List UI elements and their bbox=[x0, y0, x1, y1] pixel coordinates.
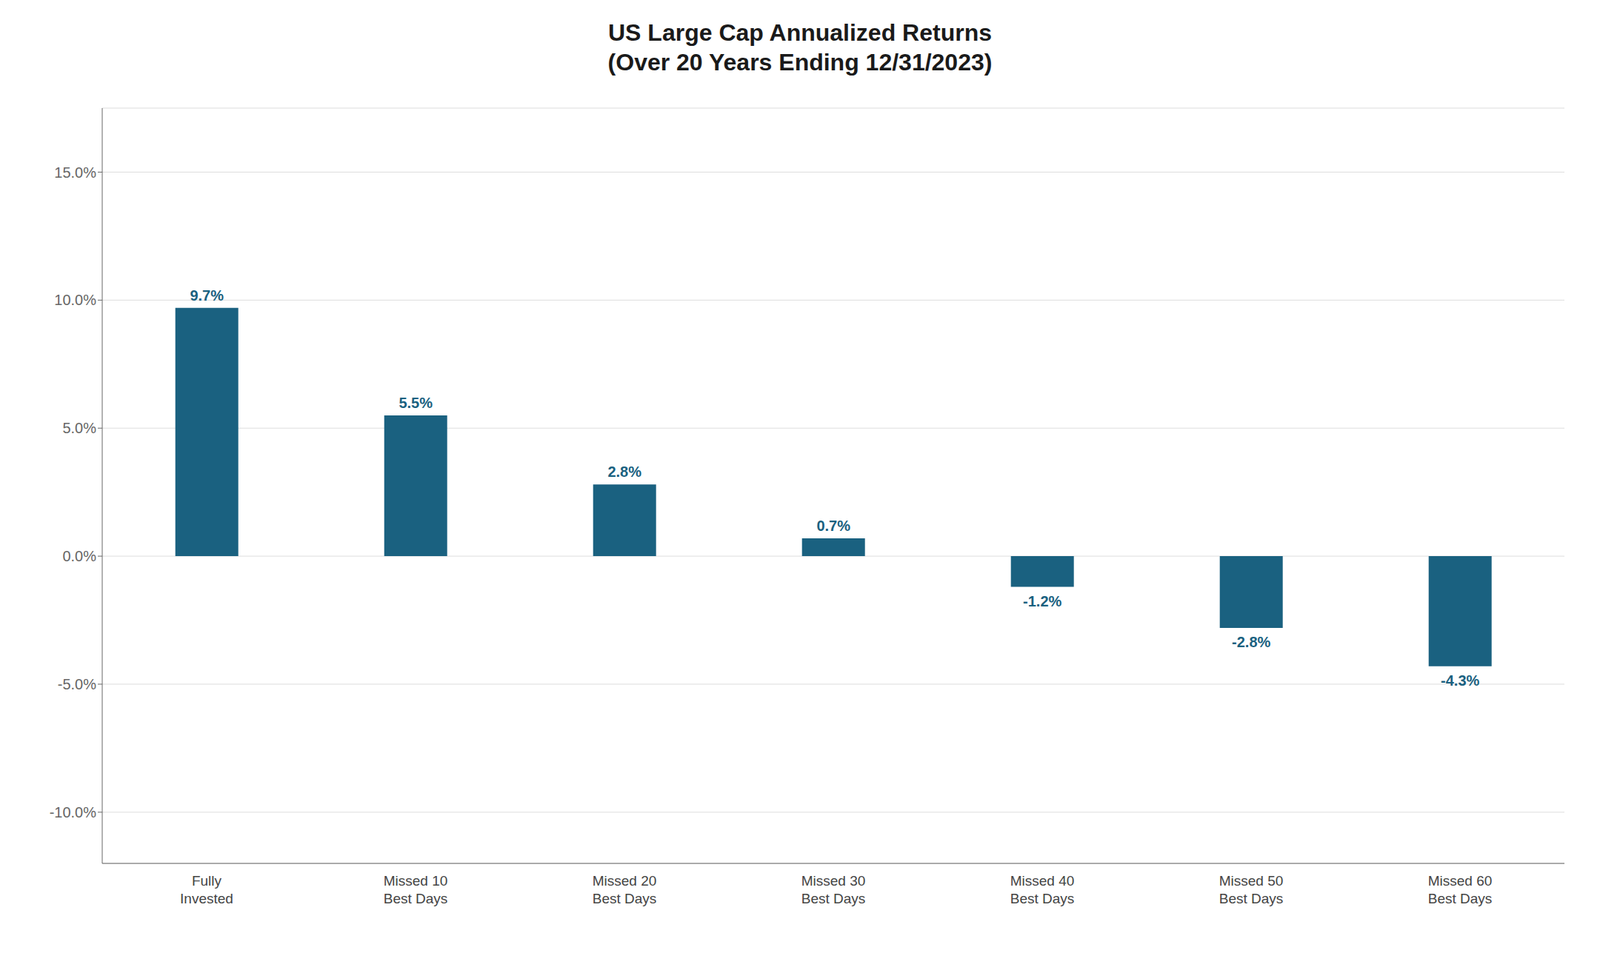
svg-text:-4.3%: -4.3% bbox=[1440, 672, 1480, 689]
html-text:(Over 20 Years Ending 12/31/20: (Over 20 Years Ending 12/31/2023) bbox=[607, 48, 993, 76]
svg-text:-5.0%: -5.0% bbox=[57, 676, 97, 693]
svg-text:FullyInvested: FullyInvested bbox=[180, 873, 234, 907]
svg-text:Missed 30Best Days: Missed 30Best Days bbox=[801, 873, 866, 907]
svg-text:2.8%: 2.8% bbox=[607, 463, 642, 480]
svg-text:-1.2%: -1.2% bbox=[1022, 593, 1062, 610]
svg-text:5.5%: 5.5% bbox=[398, 394, 433, 412]
svg-text:Missed 20Best Days: Missed 20Best Days bbox=[592, 873, 658, 907]
svg-text:Missed 10Best Days: Missed 10Best Days bbox=[383, 873, 449, 907]
svg-text:0.0%: 0.0% bbox=[62, 548, 97, 565]
svg-text:-2.8%: -2.8% bbox=[1231, 634, 1271, 651]
svg-text:15.0%: 15.0% bbox=[54, 164, 97, 181]
svg-text:Missed 60Best Days: Missed 60Best Days bbox=[1428, 873, 1493, 907]
svg-text:-10.0%: -10.0% bbox=[49, 804, 98, 821]
svg-text:Missed 40Best Days: Missed 40Best Days bbox=[1010, 873, 1075, 907]
svg-text:Missed 50Best Days: Missed 50Best Days bbox=[1219, 873, 1284, 907]
html-text:US Large Cap Annualized Return: US Large Cap Annualized Returns bbox=[608, 19, 992, 46]
svg-text:0.7%: 0.7% bbox=[816, 517, 851, 535]
svg-text:9.7%: 9.7% bbox=[189, 287, 224, 304]
svg-text:5.0%: 5.0% bbox=[62, 420, 97, 437]
svg-text:10.0%: 10.0% bbox=[54, 291, 97, 309]
